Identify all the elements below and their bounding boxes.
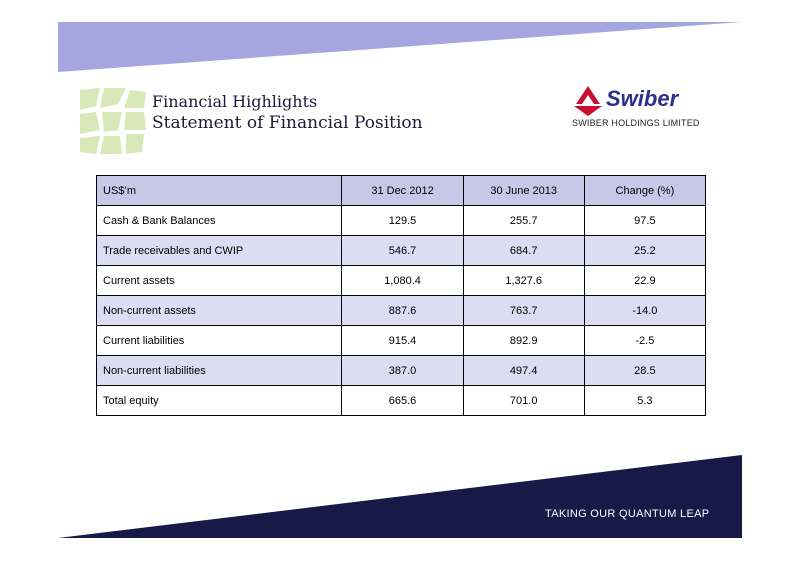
- financial-position-table: US$’m 31 Dec 2012 30 June 2013 Change (%…: [95, 175, 707, 416]
- row-label: Non-current liabilities: [95, 355, 343, 386]
- value-jun-2013: 701.0: [462, 385, 585, 416]
- table-row: Current assets 1,080.4 1,327.6 22.9: [95, 265, 707, 296]
- value-dec-2012: 887.6: [341, 295, 464, 326]
- value-jun-2013: 497.4: [462, 355, 585, 386]
- slide-title: Financial Highlights Statement of Financ…: [152, 92, 423, 134]
- value-jun-2013: 763.7: [462, 295, 585, 326]
- value-change: 5.3: [583, 385, 707, 416]
- row-label: Non-current assets: [95, 295, 343, 326]
- bottom-band-decoration: [58, 455, 742, 538]
- company-name: SWIBER HOLDINGS LIMITED: [572, 118, 700, 128]
- value-change: 28.5: [583, 355, 707, 386]
- table-row: Non-current liabilities 387.0 497.4 28.5: [95, 355, 707, 386]
- table-row: Trade receivables and CWIP 546.7 684.7 2…: [95, 235, 707, 266]
- header-change-pct: Change (%): [583, 175, 707, 206]
- value-change: -2.5: [583, 325, 707, 356]
- tagline: TAKING OUR QUANTUM LEAP: [545, 508, 710, 520]
- value-dec-2012: 546.7: [341, 235, 464, 266]
- value-dec-2012: 387.0: [341, 355, 464, 386]
- header-30-june-2013: 30 June 2013: [462, 175, 585, 206]
- value-jun-2013: 892.9: [462, 325, 585, 356]
- value-dec-2012: 1,080.4: [341, 265, 464, 296]
- row-label: Current liabilities: [95, 325, 343, 356]
- table-row: Current liabilities 915.4 892.9 -2.5: [95, 325, 707, 356]
- value-change: -14.0: [583, 295, 707, 326]
- leaf-pattern-icon: [80, 88, 146, 154]
- value-change: 25.2: [583, 235, 707, 266]
- swiber-logo-text: Swiber: [606, 86, 679, 111]
- value-dec-2012: 665.6: [341, 385, 464, 416]
- value-change: 97.5: [583, 205, 707, 236]
- value-dec-2012: 915.4: [341, 325, 464, 356]
- row-label: Trade receivables and CWIP: [95, 235, 343, 266]
- table-row: Non-current assets 887.6 763.7 -14.0: [95, 295, 707, 326]
- value-jun-2013: 1,327.6: [462, 265, 585, 296]
- row-label: Cash & Bank Balances: [95, 205, 343, 236]
- title-financial-highlights: Financial Highlights: [152, 92, 318, 111]
- header-currency: US$’m: [95, 175, 343, 206]
- value-change: 22.9: [583, 265, 707, 296]
- top-band-decoration: [58, 22, 742, 72]
- table-row: Cash & Bank Balances 129.5 255.7 97.5: [95, 205, 707, 236]
- swiber-logo-icon: [574, 86, 602, 116]
- header-31-dec-2012: 31 Dec 2012: [341, 175, 464, 206]
- table-header-row: US$’m 31 Dec 2012 30 June 2013 Change (%…: [95, 175, 707, 206]
- row-label: Total equity: [95, 385, 343, 416]
- row-label: Current assets: [95, 265, 343, 296]
- value-dec-2012: 129.5: [341, 205, 464, 236]
- value-jun-2013: 684.7: [462, 235, 585, 266]
- value-jun-2013: 255.7: [462, 205, 585, 236]
- table-row: Total equity 665.6 701.0 5.3: [95, 385, 707, 416]
- title-statement-of-financial-position: Statement of Financial Position: [152, 113, 423, 133]
